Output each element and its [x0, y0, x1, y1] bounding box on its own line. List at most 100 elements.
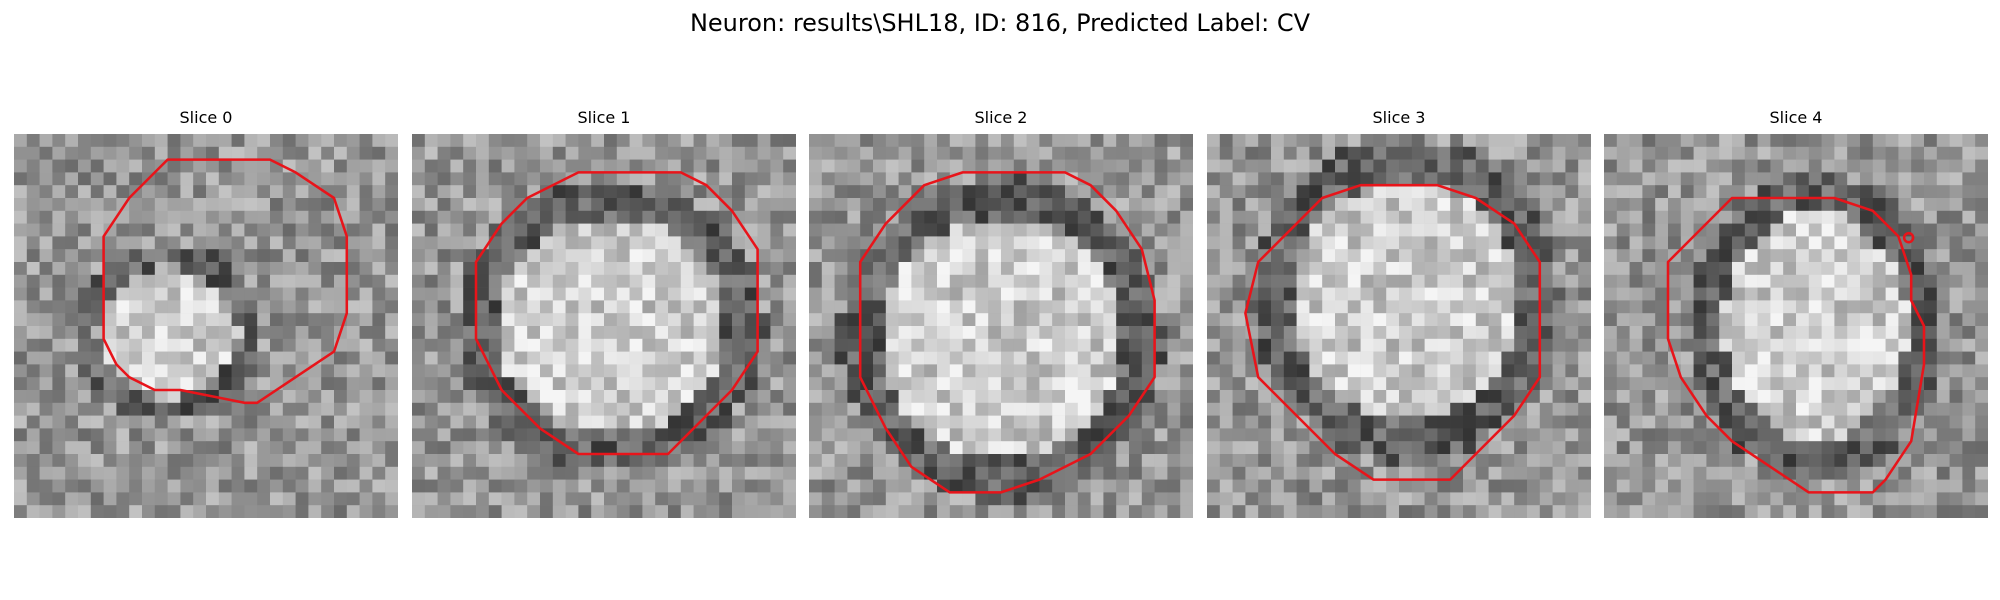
- image-pixel: [14, 146, 28, 160]
- image-pixel: [1744, 249, 1758, 263]
- image-pixel: [1283, 274, 1297, 288]
- image-pixel: [1578, 223, 1591, 237]
- image-pixel: [1975, 505, 1988, 518]
- image-pixel: [1180, 338, 1193, 352]
- image-pixel: [1129, 198, 1143, 212]
- image-pixel: [1539, 492, 1553, 506]
- image-pixel: [270, 326, 284, 340]
- image-pixel: [103, 185, 117, 199]
- image-pixel: [463, 262, 477, 276]
- image-pixel: [757, 262, 771, 276]
- image-pixel: [1013, 338, 1027, 352]
- image-pixel: [1796, 466, 1810, 480]
- image-pixel: [257, 466, 271, 480]
- image-pixel: [412, 236, 426, 250]
- image-pixel: [437, 326, 451, 340]
- image-pixel: [1232, 441, 1246, 455]
- image-pixel: [295, 338, 309, 352]
- image-pixel: [924, 364, 938, 378]
- image-pixel: [873, 364, 887, 378]
- image-pixel: [898, 338, 912, 352]
- figure-title: Neuron: results\SHL18, ID: 816, Predicte…: [689, 9, 1311, 37]
- image-pixel: [385, 262, 398, 276]
- image-pixel: [14, 274, 28, 288]
- image-pixel: [463, 415, 477, 429]
- image-pixel: [501, 249, 515, 263]
- image-pixel: [180, 236, 194, 250]
- image-pixel: [706, 249, 720, 263]
- image-pixel: [1463, 492, 1477, 506]
- image-pixel: [1103, 479, 1117, 493]
- image-pixel: [463, 492, 477, 506]
- image-pixel: [1847, 185, 1861, 199]
- image-pixel: [1424, 364, 1438, 378]
- image-pixel: [1821, 198, 1835, 212]
- image-pixel: [1271, 326, 1285, 340]
- image-pixel: [898, 159, 912, 173]
- image-pixel: [1949, 185, 1963, 199]
- image-pixel: [1129, 415, 1143, 429]
- image-pixel: [1103, 146, 1117, 160]
- image-pixel: [52, 390, 66, 404]
- image-pixel: [218, 159, 232, 173]
- image-pixel: [1642, 364, 1656, 378]
- image-pixel: [1565, 338, 1579, 352]
- image-pixel: [1680, 454, 1694, 468]
- image-pixel: [463, 479, 477, 493]
- image-pixel: [1360, 198, 1374, 212]
- image-pixel: [540, 313, 554, 327]
- image-pixel: [1732, 390, 1746, 404]
- image-pixel: [321, 236, 335, 250]
- image-pixel: [14, 249, 28, 263]
- image-pixel: [1386, 415, 1400, 429]
- image-pixel: [359, 492, 373, 506]
- image-pixel: [1552, 249, 1566, 263]
- image-pixel: [78, 338, 92, 352]
- image-pixel: [385, 390, 398, 404]
- image-pixel: [1090, 428, 1104, 442]
- image-pixel: [809, 198, 823, 212]
- image-pixel: [1488, 505, 1502, 518]
- image-pixel: [1552, 146, 1566, 160]
- image-pixel: [591, 415, 605, 429]
- image-pixel: [26, 351, 40, 365]
- image-pixel: [437, 466, 451, 480]
- image-pixel: [295, 402, 309, 416]
- image-pixel: [1949, 172, 1963, 186]
- image-pixel: [437, 198, 451, 212]
- image-pixel: [270, 210, 284, 224]
- image-pixel: [1783, 441, 1797, 455]
- image-pixel: [1821, 134, 1835, 148]
- image-pixel: [680, 146, 694, 160]
- image-pixel: [719, 351, 733, 365]
- image-pixel: [244, 146, 258, 160]
- image-pixel: [1885, 441, 1899, 455]
- image-pixel: [744, 198, 758, 212]
- image-pixel: [988, 262, 1002, 276]
- image-pixel: [1437, 364, 1451, 378]
- image-pixel: [1386, 287, 1400, 301]
- image-pixel: [476, 415, 490, 429]
- image-pixel: [591, 492, 605, 506]
- image-pixel: [655, 262, 669, 276]
- image-pixel: [1039, 313, 1053, 327]
- image-pixel: [206, 210, 220, 224]
- image-pixel: [1821, 249, 1835, 263]
- image-pixel: [706, 134, 720, 148]
- image-pixel: [1026, 146, 1040, 160]
- image-pixel: [1296, 492, 1310, 506]
- image-pixel: [873, 492, 887, 506]
- image-pixel: [476, 402, 490, 416]
- image-pixel: [1744, 338, 1758, 352]
- image-pixel: [90, 326, 104, 340]
- image-pixel: [1578, 338, 1591, 352]
- image-pixel: [911, 287, 925, 301]
- image-pixel: [244, 236, 258, 250]
- image-pixel: [321, 159, 335, 173]
- image-pixel: [1642, 428, 1656, 442]
- image-pixel: [424, 466, 438, 480]
- image-pixel: [1450, 172, 1464, 186]
- image-pixel: [1668, 441, 1682, 455]
- image-pixel: [1808, 249, 1822, 263]
- image-pixel: [385, 479, 398, 493]
